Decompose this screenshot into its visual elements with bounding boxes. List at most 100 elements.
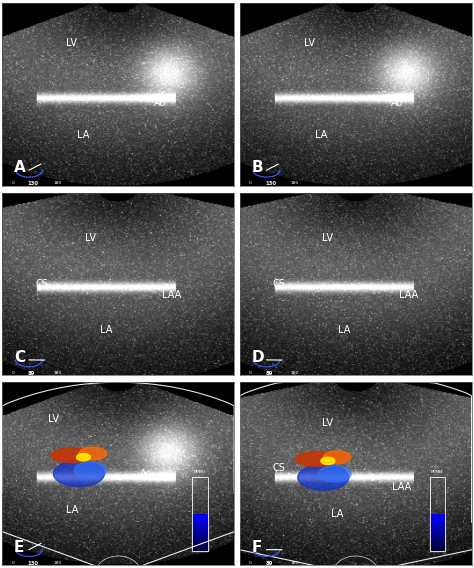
- Bar: [430, 541, 445, 542]
- Bar: [430, 538, 445, 539]
- Bar: [430, 533, 445, 534]
- Bar: [192, 519, 208, 520]
- Bar: [192, 516, 208, 517]
- Bar: [192, 546, 208, 547]
- Bar: [192, 517, 208, 519]
- Bar: [192, 515, 208, 516]
- Bar: [192, 516, 208, 517]
- Bar: [192, 536, 208, 537]
- Text: D: D: [251, 350, 264, 365]
- Bar: [430, 537, 445, 538]
- Bar: [430, 516, 445, 517]
- Bar: [192, 523, 208, 524]
- Bar: [192, 530, 208, 531]
- Bar: [430, 525, 445, 527]
- Bar: [430, 531, 445, 532]
- Text: Ml/Ml4: Ml/Ml4: [431, 470, 444, 474]
- Bar: [192, 546, 208, 547]
- Bar: [192, 519, 208, 520]
- Bar: [430, 549, 445, 550]
- Bar: [192, 539, 208, 540]
- Bar: [430, 517, 445, 519]
- Bar: [192, 532, 208, 533]
- Bar: [192, 531, 208, 532]
- Bar: [430, 522, 445, 523]
- Bar: [192, 547, 208, 548]
- Bar: [430, 533, 445, 534]
- Bar: [430, 545, 445, 546]
- Bar: [192, 545, 208, 546]
- Bar: [430, 536, 445, 537]
- Bar: [430, 527, 445, 528]
- Bar: [430, 538, 445, 539]
- Bar: [430, 541, 445, 542]
- Bar: [192, 542, 208, 544]
- Bar: [430, 530, 445, 531]
- Text: 0: 0: [249, 371, 252, 375]
- Bar: [192, 522, 208, 523]
- Bar: [430, 523, 445, 524]
- Text: LA: LA: [66, 506, 78, 515]
- Bar: [430, 529, 445, 530]
- Text: B: B: [251, 160, 263, 175]
- Bar: [430, 546, 445, 547]
- Text: CS: CS: [273, 463, 286, 473]
- Bar: [192, 542, 208, 544]
- Bar: [192, 477, 208, 550]
- Bar: [192, 538, 208, 539]
- Text: LA: LA: [315, 130, 327, 140]
- Text: 0: 0: [12, 371, 14, 375]
- Ellipse shape: [319, 466, 351, 482]
- Bar: [430, 524, 445, 525]
- Text: CS: CS: [36, 279, 48, 289]
- Bar: [430, 534, 445, 536]
- Ellipse shape: [54, 461, 104, 487]
- Text: 180: 180: [291, 371, 299, 375]
- Bar: [430, 536, 445, 537]
- Bar: [430, 544, 445, 545]
- Bar: [430, 542, 445, 544]
- Bar: [430, 519, 445, 520]
- Text: Ao: Ao: [391, 98, 404, 108]
- Bar: [192, 527, 208, 528]
- Bar: [192, 520, 208, 521]
- Bar: [430, 534, 445, 536]
- Text: LAA: LAA: [162, 290, 181, 300]
- Bar: [192, 529, 208, 530]
- Bar: [430, 515, 445, 516]
- Bar: [430, 537, 445, 538]
- Bar: [430, 514, 445, 515]
- Bar: [430, 539, 445, 540]
- Bar: [192, 525, 208, 527]
- Bar: [192, 530, 208, 531]
- Text: LV: LV: [322, 417, 333, 428]
- Text: LV: LV: [322, 233, 333, 243]
- Bar: [192, 547, 208, 548]
- Bar: [192, 515, 208, 516]
- Bar: [192, 548, 208, 549]
- Bar: [192, 540, 208, 541]
- Bar: [430, 530, 445, 531]
- Bar: [430, 529, 445, 530]
- Text: CS: CS: [273, 279, 286, 289]
- Ellipse shape: [51, 448, 93, 463]
- Bar: [192, 531, 208, 532]
- Bar: [430, 521, 445, 522]
- Bar: [430, 527, 445, 528]
- Bar: [192, 528, 208, 529]
- Ellipse shape: [74, 462, 107, 478]
- Ellipse shape: [321, 457, 335, 465]
- Bar: [192, 521, 208, 522]
- Bar: [430, 531, 445, 532]
- Text: 130: 130: [28, 561, 39, 566]
- Bar: [430, 542, 445, 544]
- Bar: [430, 549, 445, 550]
- Bar: [430, 547, 445, 548]
- Bar: [192, 549, 208, 550]
- Text: 130: 130: [28, 181, 39, 186]
- Text: LV: LV: [304, 38, 315, 48]
- Bar: [192, 539, 208, 540]
- Bar: [192, 528, 208, 529]
- Bar: [192, 533, 208, 534]
- Text: 0: 0: [12, 561, 14, 565]
